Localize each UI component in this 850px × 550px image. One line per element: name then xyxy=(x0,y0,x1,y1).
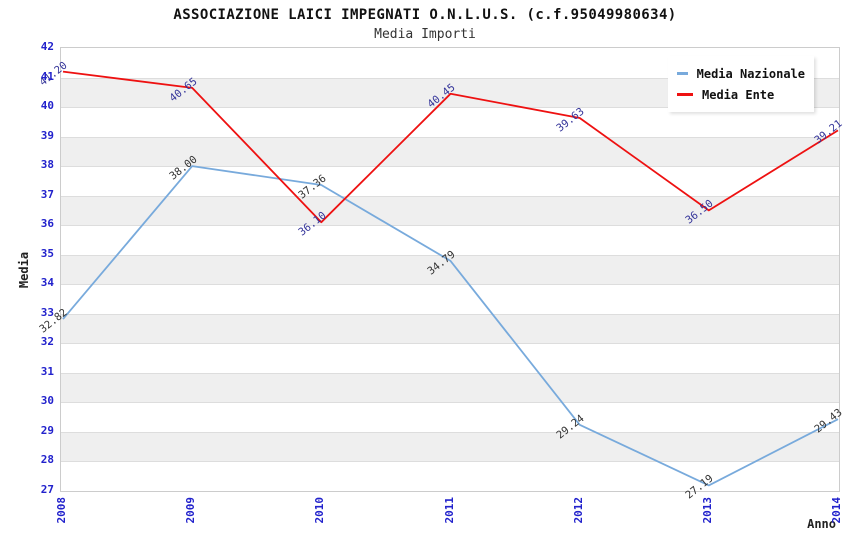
legend-line-swatch xyxy=(677,93,693,96)
legend-label: Media Ente xyxy=(702,87,775,102)
y-tick-label: 36 xyxy=(40,217,54,231)
x-tick-label: 2013 xyxy=(700,497,714,524)
y-tick-label: 35 xyxy=(40,246,54,260)
y-tick-label: 29 xyxy=(40,423,54,437)
gridline xyxy=(61,77,839,79)
gridline xyxy=(61,254,839,256)
shaded-band xyxy=(61,136,839,167)
y-tick-label: 33 xyxy=(40,305,54,319)
gridline xyxy=(61,136,839,138)
gridline xyxy=(61,402,839,404)
series-line-media-nazionale xyxy=(62,165,839,487)
shaded-band xyxy=(61,372,839,403)
gridline xyxy=(61,431,839,433)
gridline xyxy=(61,107,839,109)
legend-item: Media Nazionale xyxy=(677,63,805,84)
gridline xyxy=(61,461,839,463)
x-tick-label: 2014 xyxy=(830,497,843,524)
y-tick-label: 38 xyxy=(40,158,54,172)
x-tick-label: 2012 xyxy=(571,497,585,524)
chart-title: ASSOCIAZIONE LAICI IMPEGNATI O.N.L.U.S. … xyxy=(173,7,677,23)
gridline xyxy=(61,195,839,197)
chart-subtitle: Media Importi xyxy=(374,27,476,42)
x-tick-label: 2008 xyxy=(55,497,68,524)
plot-area: 32.82 38.00 37.36 34.79 29.24 27.19 29.43 41.20… xyxy=(38,47,845,502)
y-tick-label: 41 xyxy=(40,69,54,83)
y-tick-label: 31 xyxy=(40,364,54,378)
gridline xyxy=(61,343,839,345)
y-tick-label: 39 xyxy=(40,128,54,142)
x-axis-title: Anno xyxy=(807,517,836,531)
gridline xyxy=(61,284,839,286)
gridline xyxy=(61,166,839,168)
legend-label: Media Nazionale xyxy=(696,66,805,81)
gridline xyxy=(61,225,839,227)
gridline xyxy=(61,372,839,374)
shaded-band xyxy=(61,313,839,344)
shaded-band xyxy=(61,431,839,462)
y-tick-label: 40 xyxy=(40,99,54,113)
y-tick-label: 42 xyxy=(40,40,54,53)
legend-item: Media Ente xyxy=(677,84,805,105)
y-tick-label: 34 xyxy=(40,276,54,290)
x-tick-label: 2010 xyxy=(313,497,327,524)
y-tick-label: 32 xyxy=(40,335,54,349)
x-tick-label: 2011 xyxy=(442,497,456,524)
legend-line-swatch xyxy=(677,72,688,75)
series-line-media-ente xyxy=(62,70,839,224)
legend: Media Nazionale Media Ente xyxy=(668,56,814,112)
y-tick-label: 28 xyxy=(40,453,54,467)
x-tick-label: 2009 xyxy=(184,497,198,524)
y-tick-label: 27 xyxy=(40,483,54,496)
y-tick-label: 37 xyxy=(40,187,54,201)
series-lines xyxy=(62,70,839,487)
y-tick-label: 30 xyxy=(40,394,54,408)
gridline xyxy=(61,313,839,315)
